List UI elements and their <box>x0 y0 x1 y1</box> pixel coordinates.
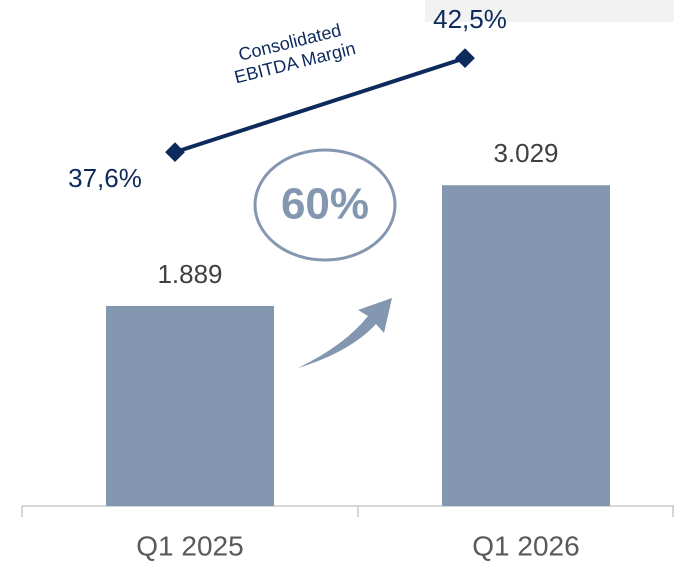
growth-label: 60% <box>281 180 369 229</box>
value-label: 42,5% <box>433 4 507 34</box>
value-label: 37,6% <box>68 163 142 193</box>
line <box>174 56 466 155</box>
x-tick-label: Q1 2025 <box>136 530 243 561</box>
bar <box>106 305 274 506</box>
growth-arrow <box>298 298 392 368</box>
value-label: 3.029 <box>493 138 558 168</box>
value-label: 1.889 <box>157 259 222 289</box>
x-tick-label: Q1 2026 <box>472 530 579 561</box>
growth-ellipse <box>253 148 397 262</box>
line-marker <box>165 142 185 163</box>
background-strip <box>425 0 674 22</box>
line-marker <box>455 48 475 69</box>
bar <box>442 185 610 507</box>
